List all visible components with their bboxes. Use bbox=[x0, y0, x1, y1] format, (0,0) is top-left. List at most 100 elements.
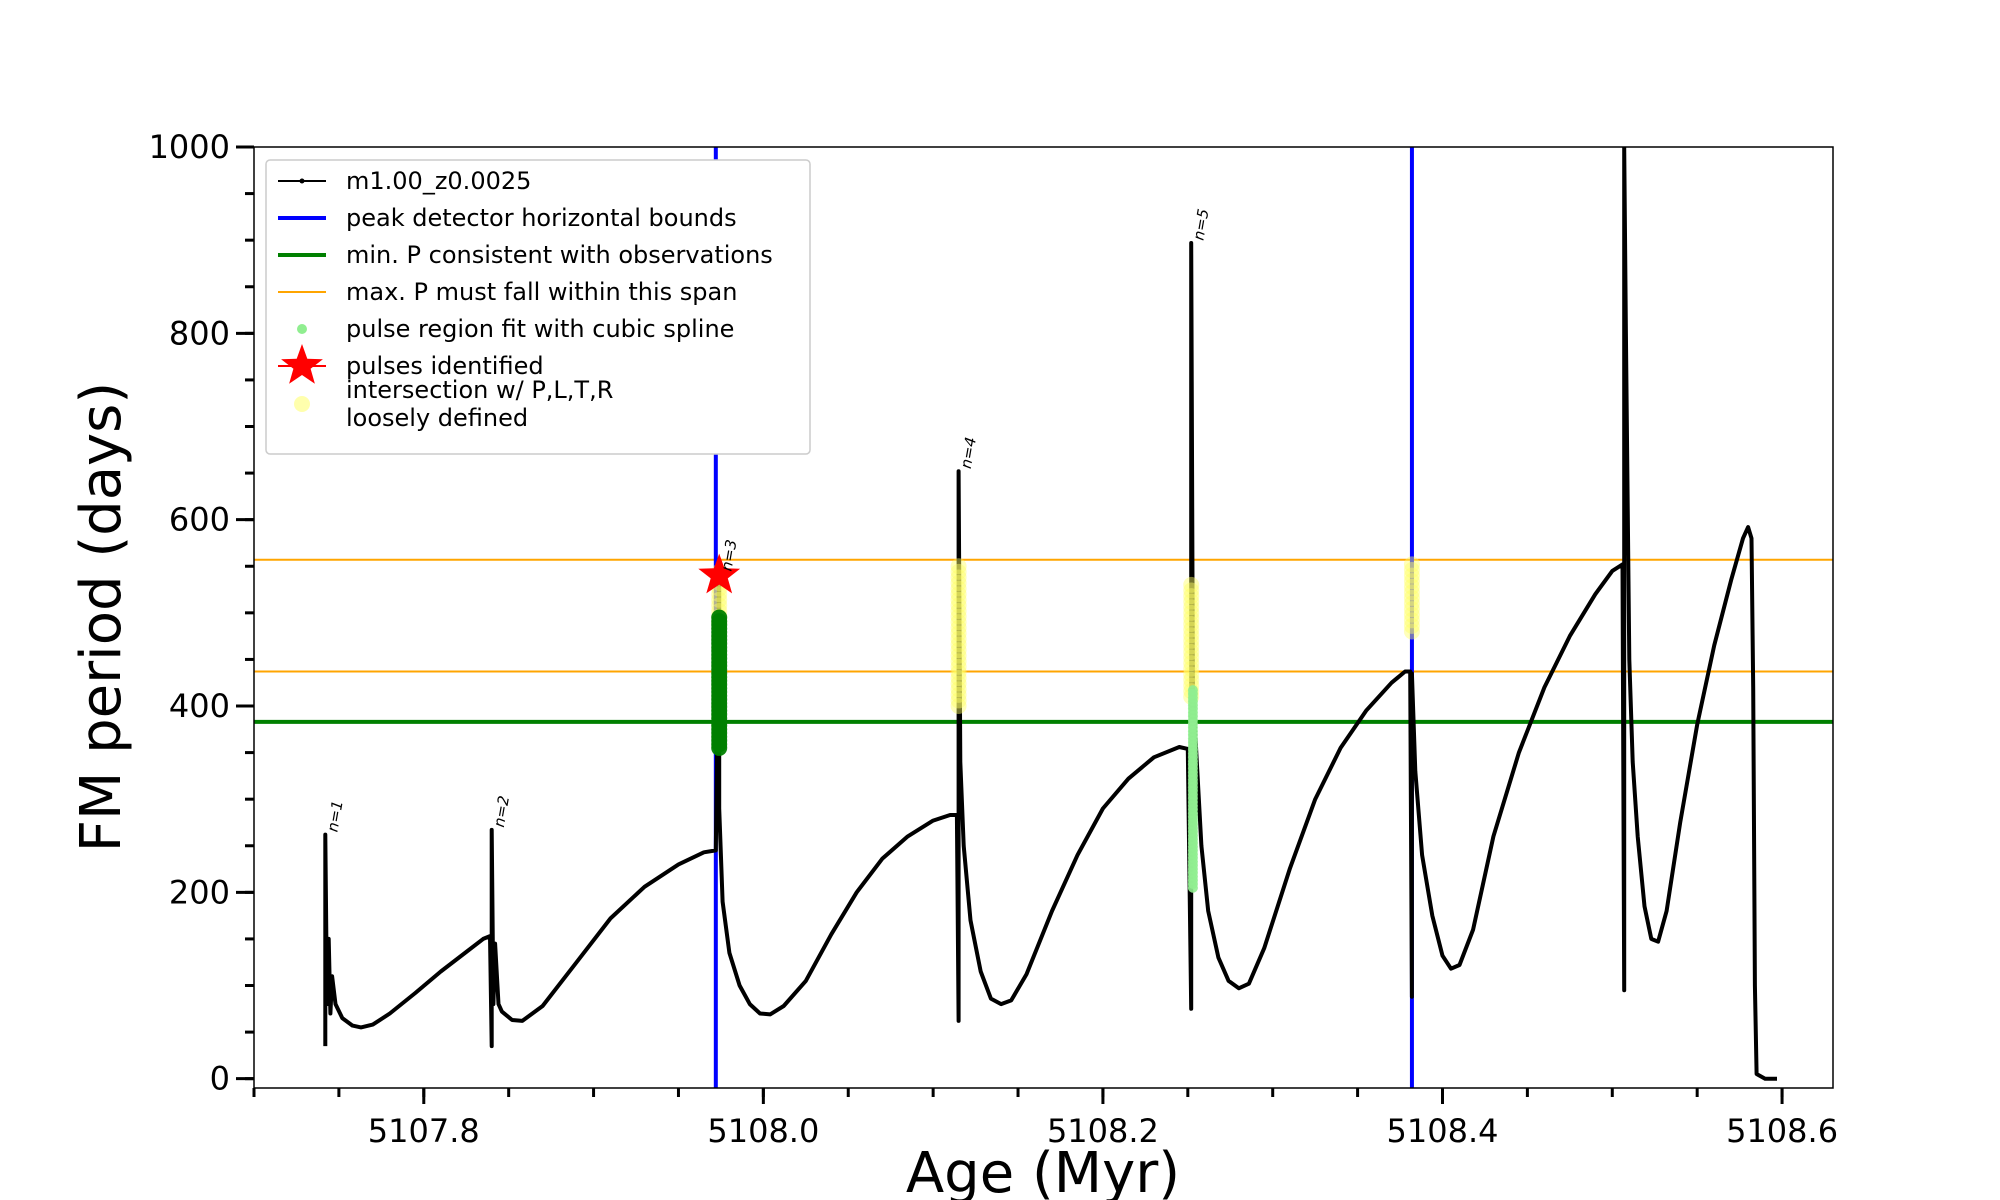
legend-label: peak detector horizontal bounds bbox=[346, 204, 737, 232]
legend-label: max. P must fall within this span bbox=[346, 278, 737, 306]
intersection-point bbox=[1403, 623, 1420, 640]
intersection-point bbox=[950, 642, 967, 659]
legend-entry-0: m1.00_z0.0025 bbox=[278, 167, 531, 195]
intersection-point bbox=[950, 698, 967, 715]
intersection-point bbox=[1183, 621, 1200, 638]
pulse-star-marker bbox=[698, 553, 741, 594]
pulse-label-2: n=2 bbox=[490, 794, 513, 828]
series-line-0 bbox=[323, 147, 1777, 1081]
intersection-point bbox=[1183, 666, 1200, 683]
intersection-point bbox=[1183, 655, 1200, 672]
legend-label: min. P consistent with observations bbox=[346, 241, 773, 269]
intersection-point bbox=[1183, 604, 1200, 621]
intersection-point bbox=[950, 664, 967, 681]
intersection-point bbox=[1183, 627, 1200, 644]
intersection-point bbox=[1183, 649, 1200, 666]
intersection-point bbox=[1403, 617, 1420, 634]
intersection-point bbox=[1403, 612, 1420, 629]
intersection-point bbox=[1403, 578, 1420, 595]
pulse-label-4: n=4 bbox=[957, 436, 980, 470]
intersection-point bbox=[950, 575, 967, 592]
intersection-point bbox=[1183, 671, 1200, 688]
intersection-point bbox=[711, 586, 728, 603]
intersection-point bbox=[950, 569, 967, 586]
intersection-point bbox=[950, 692, 967, 709]
series-layer bbox=[323, 147, 1777, 1081]
legend-label: intersection w/ P,L,T,R bbox=[346, 376, 613, 404]
intersection-point bbox=[950, 630, 967, 647]
x-tick-label: 5108.4 bbox=[1387, 1112, 1499, 1150]
intersection-point bbox=[950, 558, 967, 575]
x-axis-label: Age (Myr) bbox=[906, 1141, 1180, 1200]
intersection-point bbox=[950, 670, 967, 687]
observation-point bbox=[711, 609, 728, 626]
y-tick-label: 0 bbox=[210, 1060, 230, 1098]
intersection-point bbox=[1183, 593, 1200, 610]
intersection-point bbox=[1403, 584, 1420, 601]
x-tick-label: 5108.2 bbox=[1047, 1112, 1159, 1150]
intersection-point bbox=[1403, 606, 1420, 623]
intersection-point bbox=[950, 636, 967, 653]
y-tick-label: 1000 bbox=[149, 128, 230, 166]
pulse-label-1: n=1 bbox=[324, 799, 347, 833]
intersection-point bbox=[950, 619, 967, 636]
legend-marker bbox=[299, 178, 305, 184]
intersection-point bbox=[1183, 632, 1200, 649]
intersection-point bbox=[1403, 556, 1420, 573]
intersection-point bbox=[1403, 567, 1420, 584]
x-tick-label: 5108.0 bbox=[707, 1112, 819, 1150]
legend-entry-3: max. P must fall within this span bbox=[278, 278, 737, 306]
intersection-point bbox=[950, 675, 967, 692]
pulse-label-5: n=5 bbox=[1189, 207, 1212, 241]
x-axis: 5107.8 5108.0 5108.2 5108.4 5108.6 bbox=[252, 1088, 1838, 1150]
intersection-point bbox=[1183, 582, 1200, 599]
intersection-point bbox=[711, 591, 728, 608]
intersection-point bbox=[950, 602, 967, 619]
intersection-point bbox=[1183, 638, 1200, 655]
y-tick-label: 400 bbox=[169, 687, 230, 725]
intersection-point bbox=[1403, 595, 1420, 612]
legend-label: pulses identified bbox=[346, 352, 544, 380]
intersection-point bbox=[950, 580, 967, 597]
highlight-points-layer bbox=[698, 553, 1420, 893]
intersection-point bbox=[950, 647, 967, 664]
legend-label: m1.00_z0.0025 bbox=[346, 167, 531, 195]
legend-entry-1: peak detector horizontal bounds bbox=[278, 204, 737, 232]
legend-swatch bbox=[294, 396, 310, 412]
intersection-point bbox=[1403, 561, 1420, 578]
intersection-point bbox=[1183, 616, 1200, 633]
legend-box bbox=[265, 159, 811, 455]
x-tick-label: 5108.6 bbox=[1726, 1112, 1838, 1150]
legend-entry-5: pulses identified bbox=[278, 344, 544, 384]
x-tick-label: 5107.8 bbox=[368, 1112, 480, 1150]
y-tick-label: 600 bbox=[169, 501, 230, 539]
spline-point bbox=[1187, 685, 1198, 696]
intersection-point bbox=[1183, 643, 1200, 660]
intersection-point bbox=[950, 591, 967, 608]
intersection-point bbox=[950, 625, 967, 642]
plot-frame bbox=[253, 146, 1834, 1089]
legend-entry-4: pulse region fit with cubic spline bbox=[297, 315, 734, 343]
pulse-label-3: n=3 bbox=[717, 538, 740, 572]
legend-label: pulse region fit with cubic spline bbox=[346, 315, 734, 343]
intersection-point bbox=[1403, 573, 1420, 590]
legend-swatch bbox=[297, 324, 307, 334]
intersection-point bbox=[1183, 576, 1200, 593]
intersection-point bbox=[950, 597, 967, 614]
legend-label: loosely defined bbox=[346, 404, 528, 432]
intersection-point bbox=[950, 658, 967, 675]
intersection-point bbox=[950, 614, 967, 631]
y-tick-label: 800 bbox=[169, 314, 230, 352]
intersection-point bbox=[1183, 599, 1200, 616]
intersection-point bbox=[950, 586, 967, 603]
intersection-point bbox=[950, 653, 967, 670]
intersection-point bbox=[1183, 660, 1200, 677]
intersection-point bbox=[950, 608, 967, 625]
intersection-point bbox=[950, 686, 967, 703]
intersection-point bbox=[950, 563, 967, 580]
intersection-point bbox=[711, 597, 728, 614]
intersection-point bbox=[1403, 601, 1420, 618]
